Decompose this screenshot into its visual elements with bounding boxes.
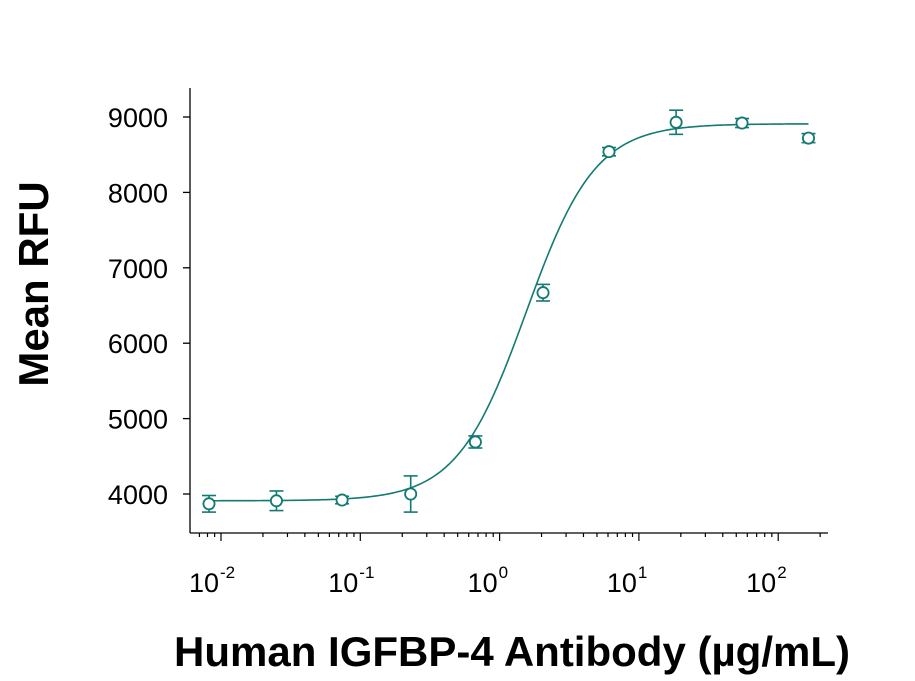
x-tick-label: 10 0 (468, 563, 509, 598)
data-point (735, 116, 750, 130)
x-tick-base: 10 (468, 568, 498, 598)
data-points (201, 109, 816, 513)
point-marker (536, 286, 550, 300)
axes (189, 88, 828, 534)
x-tick-exponent: 1 (638, 563, 647, 582)
x-tick-exponent: 0 (499, 563, 508, 582)
x-tick-exponent: -1 (359, 563, 374, 582)
fit-curve (208, 123, 809, 502)
x-tick-exponent: -2 (220, 563, 235, 582)
point-marker (335, 493, 349, 507)
x-tick-label: 10 1 (607, 563, 648, 598)
data-point (201, 494, 216, 513)
y-axis-title: Mean RFU (10, 181, 57, 386)
x-tick-label: 10 -1 (328, 563, 374, 598)
x-ticks: 10 -2 10 -1 10 0 10 1 10 2 (189, 533, 821, 598)
point-marker (801, 131, 815, 145)
data-point (536, 283, 551, 302)
point-marker (669, 115, 683, 129)
y-tick-label: 4000 (108, 480, 168, 510)
point-marker (202, 497, 216, 511)
x-tick-base: 10 (328, 568, 358, 598)
x-tick-label: 10 -2 (189, 563, 235, 598)
y-tick-label: 5000 (108, 405, 168, 435)
data-point (403, 475, 418, 513)
x-tick-base: 10 (746, 568, 776, 598)
y-tick-label: 8000 (108, 178, 168, 208)
x-tick-label: 10 2 (746, 563, 787, 598)
point-marker (602, 145, 616, 159)
point-marker (468, 435, 482, 449)
y-ticks: 4000 5000 6000 7000 8000 9000 (108, 103, 190, 510)
point-marker (404, 487, 418, 501)
point-marker (269, 494, 283, 508)
data-point (335, 493, 350, 507)
x-tick-exponent: 2 (777, 563, 786, 582)
x-axis-title: Human IGFBP-4 Antibody (µg/mL) (174, 628, 850, 675)
point-marker (735, 116, 749, 130)
data-point (801, 131, 816, 145)
data-point (669, 109, 684, 136)
data-point (269, 490, 284, 512)
x-tick-base: 10 (189, 568, 219, 598)
x-tick-base: 10 (607, 568, 637, 598)
y-tick-label: 6000 (108, 329, 168, 359)
y-tick-label: 9000 (108, 103, 168, 133)
data-point (468, 435, 483, 449)
y-tick-label: 7000 (108, 254, 168, 284)
data-point (601, 145, 616, 159)
